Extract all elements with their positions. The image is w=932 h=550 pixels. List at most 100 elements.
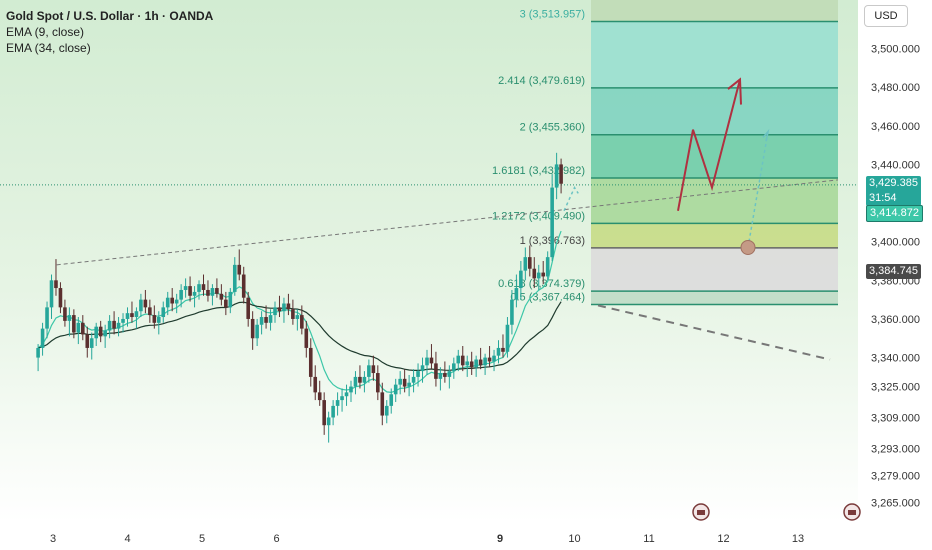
candle-body	[550, 187, 554, 258]
forecast-arrowhead	[727, 77, 742, 105]
candle-body	[519, 270, 523, 289]
fib-level-label: 2.414 (3,479.619)	[498, 75, 585, 87]
fib-level-label: 0.5 (3,367.464)	[510, 292, 585, 304]
candle-body	[416, 371, 420, 377]
candle-body	[438, 373, 443, 379]
candle-body	[134, 311, 139, 318]
candle-body	[259, 317, 264, 325]
chart-legend: Gold Spot / U.S. Dollar · 1h · OANDA EMA…	[6, 8, 213, 56]
candle-body	[559, 164, 563, 184]
candle-body	[362, 376, 367, 383]
candle-body	[228, 291, 233, 308]
y-tick-label: 3,500.000	[871, 44, 920, 56]
candle-body	[376, 373, 380, 393]
ema-fast-legend: EMA (9, close)	[6, 25, 85, 39]
candle-body	[295, 315, 300, 319]
candle-body	[268, 315, 273, 323]
candle-body	[36, 347, 40, 358]
fib-zone	[591, 134, 838, 178]
candle-body	[107, 320, 112, 331]
fib-level-label: 1.2172 (3,409.490)	[492, 210, 585, 222]
candle-body	[241, 274, 246, 298]
ema-slow-tag: 3,384.745	[866, 264, 921, 279]
trend-line-lower	[597, 304, 831, 361]
candle-body	[384, 405, 389, 416]
y-tick-label: 3,325.000	[871, 382, 920, 394]
candle-body	[389, 394, 394, 406]
candle-body	[165, 297, 170, 308]
candle-body	[67, 315, 72, 321]
y-tick-label: 3,400.000	[871, 237, 920, 249]
candle-body	[183, 286, 188, 290]
candle-body	[125, 313, 130, 319]
candle-body	[465, 361, 470, 366]
candle-body	[188, 286, 192, 296]
candle-body	[514, 288, 519, 300]
candle-body	[308, 347, 313, 377]
ema-slow-line	[37, 301, 562, 371]
candle-body	[335, 400, 340, 406]
candle-body	[255, 324, 259, 339]
y-tick-label: 3,293.000	[871, 443, 920, 455]
y-tick-label: 3,480.000	[871, 82, 920, 94]
candle-body	[246, 297, 250, 319]
y-tick-label: 3,360.000	[871, 314, 920, 326]
candle-body	[528, 257, 532, 269]
candle-body	[286, 303, 291, 310]
candle-body	[443, 373, 447, 377]
candle-body	[250, 318, 255, 339]
candle-body	[76, 322, 81, 333]
candle-body	[215, 288, 219, 294]
candle-body	[380, 392, 385, 416]
candle-body	[170, 297, 174, 304]
candle-body	[501, 347, 505, 352]
candle-body	[344, 392, 349, 397]
y-tick-label: 3,340.000	[871, 353, 920, 365]
candle-body	[277, 307, 282, 312]
candle-body	[85, 334, 90, 348]
candle-body	[393, 384, 398, 395]
candle-body	[98, 326, 103, 337]
forecast-arrow	[677, 79, 741, 211]
candle-body	[103, 330, 107, 337]
fib-zone	[591, 87, 838, 135]
candle-body	[492, 355, 496, 362]
candle-body	[505, 324, 510, 352]
fib-zone	[591, 21, 838, 88]
candle-body	[81, 322, 85, 335]
projection-dotted-long	[747, 131, 769, 248]
candle-body	[304, 328, 309, 348]
candle-body	[447, 371, 452, 377]
candle-body	[313, 376, 318, 393]
y-tick-label: 3,265.000	[871, 497, 920, 509]
candle-body	[45, 307, 49, 329]
currency-button[interactable]: USD	[864, 5, 908, 27]
candle-body	[58, 288, 63, 308]
projection-arrowhead	[762, 128, 770, 142]
candles	[36, 152, 563, 443]
candle-body	[469, 361, 474, 368]
candle-body	[49, 280, 54, 308]
x-tick-label: 4	[124, 533, 130, 545]
ema-fast-tag: 3,414.872	[866, 205, 923, 222]
ema-fast-line	[37, 230, 562, 394]
y-tick-label: 3,309.000	[871, 412, 920, 424]
economic-event-icon-flag	[697, 510, 705, 515]
last-price-tag: 3,429.385 31:54	[866, 176, 921, 206]
x-tick-label: 10	[568, 533, 580, 545]
target-marker	[740, 239, 756, 255]
time-axis[interactable]	[0, 522, 858, 550]
candle-body	[456, 355, 461, 364]
candle-body	[273, 307, 277, 316]
candle-body	[179, 289, 183, 300]
candle-body	[510, 299, 514, 325]
candle-body	[116, 322, 121, 329]
candle-body	[148, 307, 152, 316]
candle-body	[232, 264, 237, 292]
candle-body	[72, 315, 76, 333]
candle-body	[224, 299, 228, 308]
candle-body	[545, 257, 550, 277]
candle-body	[496, 347, 501, 356]
candle-body	[300, 315, 304, 329]
